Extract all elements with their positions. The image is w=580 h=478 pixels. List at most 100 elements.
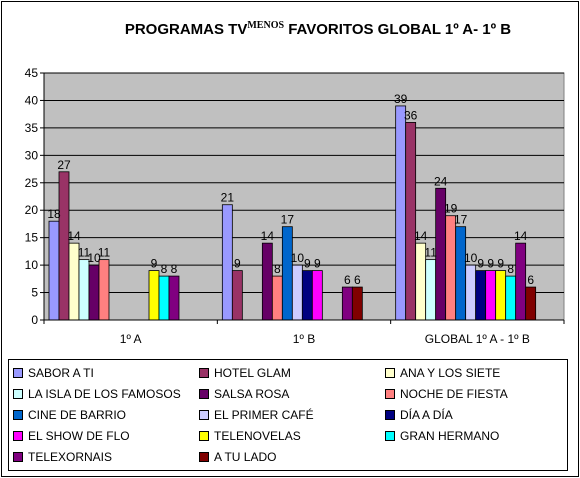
x-tick-label: 1º B [293,332,315,346]
data-label: 8 [507,262,514,276]
bar [311,270,323,321]
data-label: 6 [344,273,351,287]
y-tick-label: 15 [25,231,39,245]
x-tick-label: GLOBAL 1º A - 1º B [425,332,530,346]
bar [515,242,527,321]
legend-swatch [13,389,23,399]
legend-item: EL SHOW DE FLO [13,427,130,445]
bar [485,270,497,321]
legend-label: GRAN HERMANO [400,429,500,443]
bar [341,286,353,321]
legend-label: TELEXORNAIS [28,450,113,464]
bar [261,242,273,321]
data-label: 14 [514,229,528,243]
legend-swatch [13,431,23,441]
legend-label: TELENOVELAS [214,429,301,443]
legend-swatch [199,410,209,420]
bar [158,275,170,321]
bar [351,286,363,321]
legend-item: SABOR A TI [13,364,94,382]
bar [455,226,467,321]
data-label: 17 [454,213,468,227]
legend-swatch [13,368,23,378]
data-label: 9 [151,257,158,271]
legend-item: SALSA ROSA [199,385,289,403]
data-label: 9 [234,257,241,271]
bar [48,220,60,321]
bar [78,259,90,321]
y-tick-label: 0 [31,313,38,327]
data-label: 27 [57,158,71,172]
bar [445,215,457,321]
legend-label: CINE DE BARRIO [28,408,127,422]
bar [281,226,293,321]
data-label: 14 [414,229,428,243]
legend-item: CINE DE BARRIO [13,406,126,424]
legend-swatch [13,452,23,462]
legend-swatch [199,389,209,399]
data-label: 10 [291,251,305,265]
data-label: 9 [487,257,494,271]
bar [231,270,243,321]
legend-item: EL PRIMER CAFÉ [199,406,314,424]
legend-label: EL SHOW DE FLO [28,429,130,443]
y-tick-label: 10 [25,258,39,272]
bar [301,270,313,321]
bar [291,264,303,321]
data-label: 14 [67,229,81,243]
legend-label: A TU LADO [214,450,277,464]
data-label: 8 [161,262,168,276]
bar [58,171,70,321]
data-label: 10 [464,251,478,265]
data-label: 9 [477,257,484,271]
data-label: 9 [304,257,311,271]
legend-swatch [199,368,209,378]
legend-label: LA ISLA DE LOS FAMOSOS [28,387,181,401]
legend-label: SALSA ROSA [214,387,290,401]
bar [148,270,160,321]
data-label: 17 [281,213,295,227]
legend-label: EL PRIMER CAFÉ [214,408,314,422]
data-label: 11 [424,246,437,260]
data-label: 18 [47,207,61,221]
legend-swatch [13,410,23,420]
bar [505,275,517,321]
bar [221,204,233,321]
legend-item: NOCHE DE FIESTA [385,385,508,403]
data-label: 11 [98,246,111,260]
bar [425,259,437,321]
bar [495,270,507,321]
legend-swatch [385,389,395,399]
y-tick-label: 35 [25,121,39,135]
data-label: 8 [171,262,178,276]
data-label: 39 [394,92,408,106]
data-label: 6 [527,273,534,287]
legend-swatch [385,410,395,420]
bar [271,275,283,321]
data-label: 14 [261,229,275,243]
bar [168,275,180,321]
data-label: 24 [434,174,448,188]
legend-label: ANA Y LOS SIETE [400,366,501,380]
bar [88,264,100,321]
legend-swatch [385,368,395,378]
bar [525,286,537,321]
chart-title: PROGRAMAS TVMENOS FAVORITOS GLOBAL 1º A-… [125,20,511,38]
y-tick-label: 5 [31,286,38,300]
data-label: 19 [444,202,458,216]
y-tick-label: 45 [25,66,39,80]
legend-label: DÍA A DÍA [400,408,453,422]
data-label: 36 [404,108,418,122]
legend-label: HOTEL GLAM [214,366,291,380]
legend-item: HOTEL GLAM [199,364,291,382]
data-label: 8 [274,262,281,276]
data-label: 10 [87,251,101,265]
bar [395,105,407,321]
data-label: 11 [78,246,91,260]
legend-swatch [199,431,209,441]
legend-item: LA ISLA DE LOS FAMOSOS [13,385,181,403]
legend-item: DÍA A DÍA [385,406,453,424]
bar [465,264,477,321]
bar [475,270,487,321]
legend: SABOR A TI HOTEL GLAM ANA Y LOS SIETE LA IS… [8,359,568,471]
